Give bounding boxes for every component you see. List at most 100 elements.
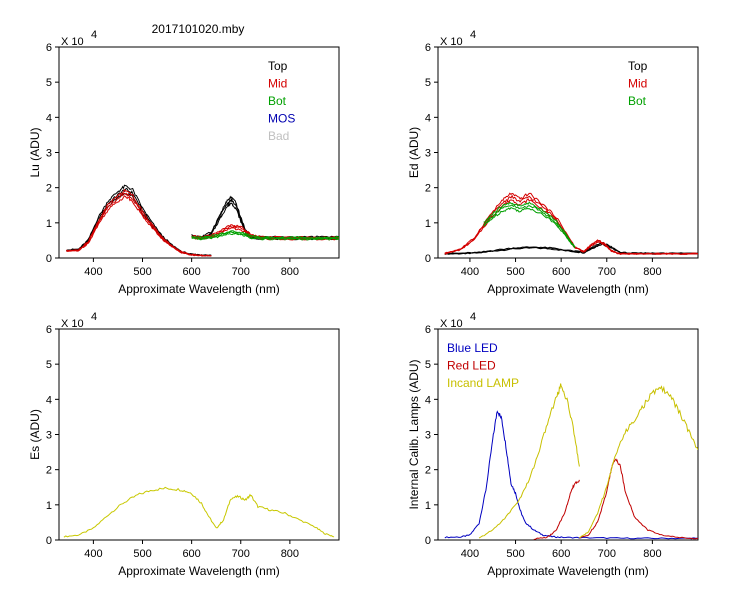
series-line-blue-led <box>444 410 698 540</box>
y-axis-label: Lu (ADU) <box>28 127 42 177</box>
legend-entry-blue-led: Blue LED <box>447 341 498 355</box>
plot-frame <box>58 46 340 259</box>
y-exponent-label: X 10 <box>61 318 84 330</box>
y-tick-label: 1 <box>425 500 431 512</box>
y-tick-label: 5 <box>425 77 431 89</box>
file-title: 2017101020.mby <box>152 22 245 36</box>
x-tick-label: 700 <box>598 266 616 278</box>
legend-entry-incand-lamp: Incand LAMP <box>447 376 519 390</box>
x-tick-label: 600 <box>182 266 200 278</box>
y-axis-label: Ed (ADU) <box>407 127 421 178</box>
y-tick-label: 6 <box>46 324 52 336</box>
y-exponent-label: X 10 <box>440 318 463 330</box>
series-line-bot <box>191 230 339 240</box>
x-tick-label: 700 <box>232 548 250 560</box>
x-axis-label: Approximate Wavelength (nm) <box>487 282 649 296</box>
x-tick-label: 500 <box>506 266 524 278</box>
y-tick-label: 4 <box>425 394 431 406</box>
series-line-top <box>66 187 212 257</box>
x-tick-label: 500 <box>133 548 151 560</box>
panel-lu: 0 1 2 3 4 5 6 400 500 600 700 800 X 10 4 Approximate W… <box>28 29 340 296</box>
y-tick-label: 0 <box>425 535 431 547</box>
legend-entry-mid: Mid <box>628 77 647 91</box>
y-tick-label: 3 <box>46 148 52 160</box>
x-tick-label: 400 <box>461 266 479 278</box>
legend-entry-top: Top <box>268 59 288 73</box>
series-line-mid <box>444 192 698 255</box>
y-tick-label: 4 <box>46 394 52 406</box>
y-exponent-power: 4 <box>91 29 97 41</box>
x-tick-label: 700 <box>232 266 250 278</box>
x-axis-label: Approximate Wavelength (nm) <box>118 282 280 296</box>
legend-entry-mid: Mid <box>268 77 287 91</box>
series-line-mid <box>66 188 212 257</box>
y-exponent-power: 4 <box>91 311 97 323</box>
series-line-top <box>191 197 339 240</box>
series-line-mid <box>444 194 698 255</box>
y-tick-label: 6 <box>425 42 431 54</box>
x-axis-label: Approximate Wavelength (nm) <box>487 564 649 578</box>
y-tick-label: 2 <box>425 465 431 477</box>
x-tick-label: 800 <box>281 548 299 560</box>
x-tick-label: 800 <box>281 266 299 278</box>
x-tick-label: 800 <box>643 548 661 560</box>
series-line-red-led <box>533 479 580 540</box>
panel-ed: 0 1 2 3 4 5 6 400 500 600 700 800 X 10 4 Approximate W… <box>407 29 699 296</box>
series-line-es <box>63 486 335 538</box>
y-tick-label: 4 <box>46 112 52 124</box>
panel-es: 0 1 2 3 4 5 6 400 500 600 700 800 X 10 4 Approximate W… <box>28 311 340 578</box>
y-tick-label: 2 <box>46 465 52 477</box>
y-tick-label: 1 <box>425 218 431 230</box>
y-tick-label: 0 <box>46 535 52 547</box>
series-line-incand-lamp <box>579 385 698 539</box>
y-tick-label: 2 <box>46 183 52 195</box>
x-tick-label: 500 <box>133 266 151 278</box>
y-tick-label: 2 <box>425 183 431 195</box>
y-axis-label: Internal Calib. Lamps (ADU) <box>407 359 421 509</box>
series-line-top <box>66 192 212 257</box>
x-tick-label: 400 <box>84 548 102 560</box>
series-line-incand-lamp <box>478 383 580 539</box>
legend-entry-bad: Bad <box>268 129 289 143</box>
series-line-top <box>66 184 212 257</box>
series-line-top <box>191 195 339 239</box>
x-tick-label: 400 <box>461 548 479 560</box>
y-tick-label: 0 <box>46 253 52 265</box>
legend-entry-bot: Bot <box>628 94 647 108</box>
y-tick-label: 1 <box>46 500 52 512</box>
series-line-mid <box>66 192 212 257</box>
y-tick-label: 3 <box>425 430 431 442</box>
y-tick-label: 3 <box>425 148 431 160</box>
legend-entry-mos: MOS <box>268 112 295 126</box>
y-tick-label: 0 <box>425 253 431 265</box>
y-tick-label: 6 <box>46 42 52 54</box>
x-tick-label: 500 <box>506 548 524 560</box>
y-tick-label: 4 <box>425 112 431 124</box>
x-tick-label: 800 <box>643 266 661 278</box>
legend-entry-bot: Bot <box>268 94 287 108</box>
series-line-bot <box>191 230 339 239</box>
y-exponent-power: 4 <box>470 29 476 41</box>
y-exponent-label: X 10 <box>61 36 84 48</box>
y-exponent-label: X 10 <box>440 36 463 48</box>
x-tick-label: 600 <box>552 266 570 278</box>
series-line-bot <box>483 201 576 248</box>
panel-calib: 0 1 2 3 4 5 6 400 500 600 700 800 X 10 4 Approximate W… <box>407 311 699 578</box>
y-tick-label: 5 <box>46 77 52 89</box>
y-tick-label: 3 <box>46 430 52 442</box>
legend-entry-top: Top <box>628 59 648 73</box>
plot-frame <box>58 328 340 541</box>
x-tick-label: 600 <box>182 548 200 560</box>
series-line-red-led <box>579 458 698 540</box>
y-tick-label: 5 <box>425 359 431 371</box>
y-tick-label: 6 <box>425 324 431 336</box>
y-tick-label: 5 <box>46 359 52 371</box>
series-line-bot <box>483 206 576 249</box>
legend-entry-red-led: Red LED <box>447 359 496 373</box>
x-tick-label: 400 <box>84 266 102 278</box>
x-tick-label: 700 <box>598 548 616 560</box>
y-exponent-power: 4 <box>470 311 476 323</box>
x-axis-label: Approximate Wavelength (nm) <box>118 564 280 578</box>
